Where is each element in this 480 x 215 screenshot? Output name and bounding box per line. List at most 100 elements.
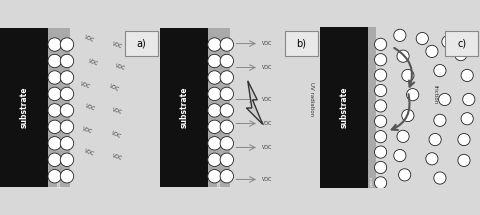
Text: VOC: VOC — [112, 41, 123, 49]
Text: a): a) — [137, 38, 146, 49]
Circle shape — [402, 69, 414, 81]
Circle shape — [374, 146, 387, 158]
Circle shape — [398, 169, 411, 181]
Circle shape — [48, 104, 61, 117]
Circle shape — [374, 177, 387, 189]
Text: VOC: VOC — [112, 153, 123, 161]
Circle shape — [439, 93, 451, 106]
Text: VOC: VOC — [262, 41, 273, 46]
Text: VOC: VOC — [82, 126, 93, 134]
Circle shape — [208, 54, 221, 68]
Circle shape — [48, 137, 61, 150]
Circle shape — [429, 134, 441, 146]
Text: friction: friction — [432, 85, 438, 104]
Circle shape — [397, 50, 409, 62]
Circle shape — [463, 93, 475, 106]
Circle shape — [220, 54, 234, 68]
Circle shape — [220, 104, 234, 117]
Text: substrate: substrate — [339, 87, 348, 128]
Circle shape — [48, 71, 61, 84]
Bar — [48, 28, 71, 187]
Circle shape — [48, 153, 61, 166]
Circle shape — [208, 71, 221, 84]
Circle shape — [374, 115, 387, 127]
Circle shape — [394, 149, 406, 162]
Circle shape — [461, 113, 473, 125]
Text: VOC: VOC — [115, 64, 127, 72]
Circle shape — [416, 32, 428, 45]
Text: c): c) — [457, 38, 466, 48]
Bar — [208, 28, 230, 187]
Text: VOC: VOC — [262, 121, 273, 126]
Circle shape — [394, 29, 406, 41]
Circle shape — [455, 49, 467, 61]
Text: VOC: VOC — [262, 97, 273, 102]
Circle shape — [48, 54, 61, 68]
Circle shape — [48, 169, 61, 183]
Bar — [320, 27, 368, 188]
Circle shape — [426, 45, 438, 57]
Polygon shape — [246, 81, 263, 124]
Circle shape — [220, 87, 234, 101]
Text: VOC: VOC — [88, 58, 99, 67]
Circle shape — [208, 87, 221, 101]
Circle shape — [220, 120, 234, 134]
Circle shape — [220, 38, 234, 51]
Circle shape — [407, 89, 419, 101]
Text: VOC: VOC — [84, 103, 96, 112]
Text: paint: paint — [216, 175, 221, 187]
Circle shape — [208, 137, 221, 150]
Circle shape — [374, 131, 387, 143]
FancyBboxPatch shape — [285, 31, 318, 56]
Circle shape — [374, 100, 387, 112]
Text: VOC: VOC — [262, 177, 273, 182]
Circle shape — [442, 36, 454, 48]
Circle shape — [461, 69, 473, 81]
Circle shape — [220, 137, 234, 150]
Text: paint: paint — [57, 175, 61, 187]
Circle shape — [208, 104, 221, 117]
Circle shape — [434, 114, 446, 126]
Circle shape — [374, 161, 387, 174]
Text: substrate: substrate — [180, 87, 188, 128]
Circle shape — [208, 120, 221, 134]
Circle shape — [374, 84, 387, 97]
Circle shape — [60, 153, 74, 166]
Circle shape — [60, 71, 74, 84]
Text: VOC: VOC — [110, 130, 122, 139]
Circle shape — [48, 38, 61, 51]
Circle shape — [397, 130, 409, 143]
Circle shape — [60, 104, 74, 117]
Text: b): b) — [296, 38, 306, 49]
Text: VOC: VOC — [83, 34, 95, 43]
Text: VOC: VOC — [80, 81, 91, 89]
Circle shape — [374, 38, 387, 51]
Circle shape — [374, 54, 387, 66]
Circle shape — [60, 38, 74, 51]
Text: VOC: VOC — [108, 84, 120, 93]
Circle shape — [60, 137, 74, 150]
Text: UV radiation: UV radiation — [309, 82, 314, 117]
Bar — [0, 28, 48, 187]
Circle shape — [458, 134, 470, 146]
Text: substrate: substrate — [20, 87, 28, 128]
Circle shape — [458, 154, 470, 166]
Circle shape — [60, 54, 74, 68]
Circle shape — [426, 153, 438, 165]
Circle shape — [60, 120, 74, 134]
Circle shape — [220, 153, 234, 166]
Text: VOC: VOC — [262, 65, 273, 70]
Circle shape — [402, 109, 414, 122]
Circle shape — [434, 172, 446, 184]
FancyBboxPatch shape — [125, 31, 158, 56]
Circle shape — [374, 69, 387, 81]
Circle shape — [60, 169, 74, 183]
Bar — [160, 28, 208, 187]
Circle shape — [208, 38, 221, 51]
Text: VOC: VOC — [112, 107, 123, 115]
FancyBboxPatch shape — [445, 31, 479, 56]
Circle shape — [48, 120, 61, 134]
Circle shape — [220, 71, 234, 84]
Circle shape — [48, 87, 61, 101]
Text: VOC: VOC — [262, 145, 273, 150]
